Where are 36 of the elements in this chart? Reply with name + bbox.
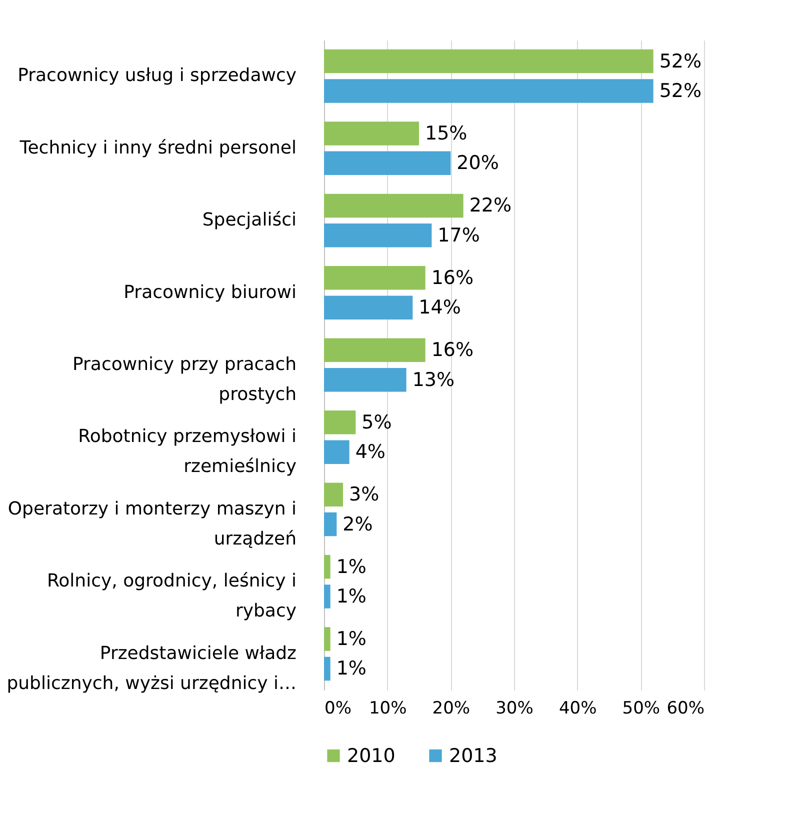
data-label: 16% (431, 266, 474, 289)
x-tick-label: 60% (666, 698, 704, 718)
data-label: 4% (355, 441, 386, 464)
y-tick-label: Pracownicy przy pracach prostych (72, 354, 296, 405)
x-tick-label: 10% (368, 698, 407, 718)
data-label: 3% (349, 484, 380, 506)
data-label: 1% (336, 586, 366, 608)
x-tick-label: 40% (558, 698, 597, 718)
legend-label: 2010 (347, 744, 396, 767)
y-tick-label: Technicy i inny średni personel (18, 137, 296, 158)
data-label: 20% (456, 152, 499, 174)
y-tick-label: Robotnicy przemysłowi i rzemieślnicy (78, 426, 297, 478)
data-label: 17% (438, 224, 480, 246)
x-tick-label: 50% (622, 698, 660, 718)
data-label: 13% (412, 368, 455, 391)
y-tick-label: Specjaliści (202, 210, 296, 231)
data-label: 52% (659, 80, 702, 102)
y-tick-label: Operatorzy i monterzy maszyn i urządzeń (8, 498, 296, 550)
data-label: 1% (336, 628, 366, 650)
data-label: 2% (342, 513, 373, 536)
data-label: 5% (362, 411, 392, 434)
x-tick-label: 20% (432, 698, 470, 718)
data-label: 16% (431, 339, 474, 362)
data-label: 52% (659, 50, 702, 72)
y-tick-label: Rolnicy, ogrodnicy, leśnicy i rybacy (46, 570, 297, 622)
x-tick-label: 30% (496, 698, 534, 718)
data-label: 1% (336, 658, 366, 680)
x-tick-label: 0% (324, 698, 352, 718)
data-label: 14% (418, 296, 461, 319)
data-label: 22% (469, 194, 512, 217)
y-tick-label: Pracownicy biurowi (124, 282, 296, 303)
y-tick-label: Przedstawiciele władz publicznych, wyżsi urzędnicy i… (6, 642, 296, 694)
data-label: 15% (425, 122, 468, 144)
data-label: 1% (336, 556, 366, 578)
legend-label: 2013 (449, 744, 498, 767)
y-tick-label: Pracownicy usług i sprzedawcy (18, 65, 297, 86)
